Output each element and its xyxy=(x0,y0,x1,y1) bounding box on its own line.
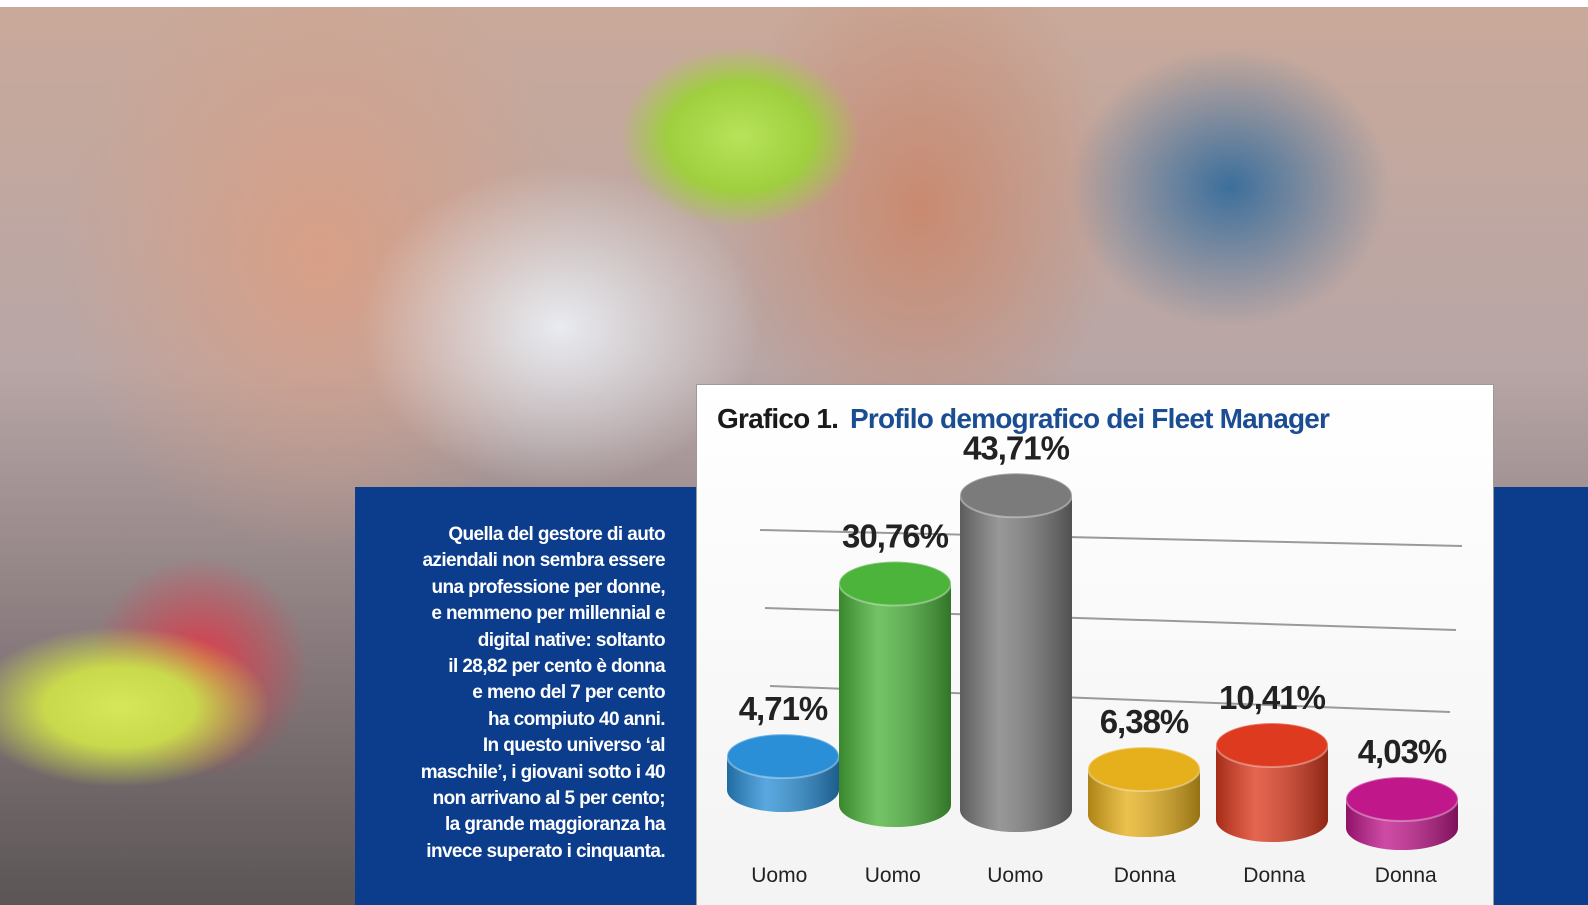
value-label: 4,71% xyxy=(739,690,828,727)
value-label: 6,38% xyxy=(1100,703,1189,740)
value-label: 30,76% xyxy=(842,518,949,555)
value-label: 4,03% xyxy=(1358,733,1447,770)
bar-top xyxy=(960,473,1072,517)
x-tick-label: Donna xyxy=(1375,864,1437,887)
x-tick-label: Uomo xyxy=(751,864,807,887)
chart: Grafico 1. Profilo demografico dei Fleet… xyxy=(0,0,1588,905)
x-tick-label: Uomo xyxy=(987,864,1043,887)
x-tick-label: Donna xyxy=(1243,864,1305,887)
value-label: 43,71% xyxy=(963,429,1070,466)
bar-top xyxy=(1216,723,1328,767)
bar-top xyxy=(727,734,839,778)
page: Quella del gestore di autoaziendali non … xyxy=(0,0,1588,905)
bar-shade xyxy=(960,495,1072,810)
bar-top xyxy=(1346,777,1458,821)
bar-top xyxy=(839,562,951,606)
x-tick-label: Donna xyxy=(1114,864,1176,887)
chart-title: Profilo demografico dei Fleet Manager xyxy=(850,403,1330,434)
value-label: 10,41% xyxy=(1219,679,1326,716)
bar-shade xyxy=(839,584,951,805)
chart-label: Grafico 1. xyxy=(717,403,838,434)
bar-top xyxy=(1088,747,1200,791)
x-tick-label: Uomo xyxy=(865,864,921,887)
